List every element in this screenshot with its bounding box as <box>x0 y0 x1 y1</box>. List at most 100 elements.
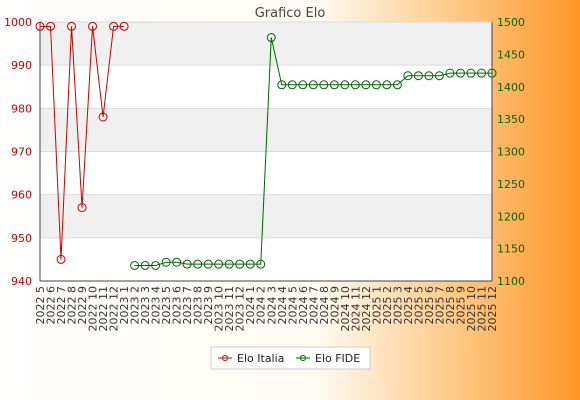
right-tick-label: 1350 <box>497 113 525 126</box>
data-point <box>340 80 350 90</box>
x-tick-label: 2022 10 <box>87 286 100 332</box>
x-tick-label: 2023 7 <box>181 286 194 325</box>
data-point <box>434 71 444 81</box>
axes <box>39 22 493 282</box>
plot-band <box>40 237 492 281</box>
data-point <box>277 80 287 90</box>
right-tick-label: 1300 <box>497 146 525 159</box>
data-point <box>287 80 297 90</box>
data-point <box>172 257 182 267</box>
data-point <box>455 68 465 78</box>
x-tick-label: 2025 5 <box>412 286 425 325</box>
x-tick-label: 2023 3 <box>139 286 152 325</box>
data-point <box>466 68 476 78</box>
left-axis-ticks: 940 950 960 970 980 990 1000 <box>4 16 32 288</box>
legend-box <box>210 346 371 370</box>
data-point <box>224 259 234 269</box>
data-point <box>487 68 497 78</box>
x-tick-label: 2022 9 <box>76 286 89 325</box>
x-tick-label: 2023 1 <box>118 286 131 325</box>
x-tick-label: 2024 1 <box>244 286 257 325</box>
right-axis-ticks: 1100 1150 1200 1250 1300 1350 1400 1450 1500 <box>497 16 525 288</box>
data-point <box>361 80 371 90</box>
right-tick-label: 1150 <box>497 243 525 256</box>
data-point <box>382 80 392 90</box>
right-tick-label: 1450 <box>497 48 525 61</box>
data-point <box>329 80 339 90</box>
x-tick-label: 2024 6 <box>297 286 310 325</box>
data-point <box>403 71 413 81</box>
data-point <box>140 260 150 270</box>
x-tick-label: 2022 5 <box>34 286 47 325</box>
data-point <box>308 80 318 90</box>
data-point <box>151 260 161 270</box>
data-point <box>256 259 266 269</box>
left-tick-label: 950 <box>11 232 32 245</box>
data-point <box>88 21 98 31</box>
data-point <box>98 112 108 122</box>
x-tick-label: 2023 6 <box>171 286 184 325</box>
x-tick-label: 2025 3 <box>391 286 404 325</box>
x-tick-label: 2022 8 <box>66 286 79 325</box>
series-line <box>40 25 125 260</box>
x-tick-label: 2024 11 <box>349 286 362 332</box>
x-tick-label: 2025 2 <box>381 286 394 325</box>
x-tick-label: 2023 11 <box>223 286 236 332</box>
x-tick-label: 2024 8 <box>318 286 331 325</box>
legend-label: Elo FIDE <box>315 352 360 365</box>
x-tick-label: 2023 4 <box>150 286 163 325</box>
x-tick-label: 2022 11 <box>97 286 110 332</box>
left-tick-label: 1000 <box>4 16 32 29</box>
series-layer <box>35 21 497 270</box>
data-point <box>266 33 276 43</box>
x-tick-label: 2022 7 <box>55 286 68 325</box>
x-tick-label: 2022 12 <box>108 286 121 332</box>
x-tick-label: 2023 8 <box>192 286 205 325</box>
data-point <box>56 254 66 264</box>
x-tick-label: 2025 6 <box>423 286 436 325</box>
x-tick-label: 2025 8 <box>444 286 457 325</box>
x-tick-label: 2025 9 <box>454 286 467 325</box>
data-point <box>319 80 329 90</box>
data-point <box>182 259 192 269</box>
data-point <box>46 21 56 31</box>
left-tick-label: 970 <box>11 146 32 159</box>
data-point <box>371 80 381 90</box>
x-tick-label: 2024 5 <box>286 286 299 325</box>
left-tick-label: 960 <box>11 189 32 202</box>
data-point <box>445 68 455 78</box>
x-tick-label: 2024 7 <box>307 286 320 325</box>
legend-label: Elo Italia <box>237 352 284 365</box>
right-tick-label: 1200 <box>497 210 525 223</box>
x-tick-label: 2025 10 <box>465 286 478 332</box>
data-point <box>350 80 360 90</box>
x-tick-label: 2023 10 <box>213 286 226 332</box>
data-point <box>119 21 129 31</box>
x-tick-label: 2024 9 <box>328 286 341 325</box>
x-tick-label: 2025 1 <box>370 286 383 325</box>
data-point <box>476 68 486 78</box>
right-tick-label: 1400 <box>497 81 525 94</box>
data-point <box>77 203 87 213</box>
data-point <box>413 71 423 81</box>
data-point <box>67 21 77 31</box>
right-tick-label: 1500 <box>497 16 525 29</box>
data-point <box>392 80 402 90</box>
right-tick-label: 1250 <box>497 178 525 191</box>
left-tick-label: 980 <box>11 102 32 115</box>
data-point <box>298 80 308 90</box>
data-point <box>245 259 255 269</box>
data-point <box>424 71 434 81</box>
x-tick-label: 2022 6 <box>45 286 58 325</box>
plot-band <box>40 22 492 66</box>
x-tick-label: 2024 10 <box>339 286 352 332</box>
left-tick-label: 940 <box>11 275 32 288</box>
legend: Elo Italia Elo FIDE <box>210 346 371 370</box>
x-tick-label: 2025 4 <box>402 286 415 325</box>
data-point <box>203 259 213 269</box>
data-point <box>130 260 140 270</box>
x-tick-label: 2025 7 <box>433 286 446 325</box>
legend-swatch-marker <box>300 355 306 361</box>
